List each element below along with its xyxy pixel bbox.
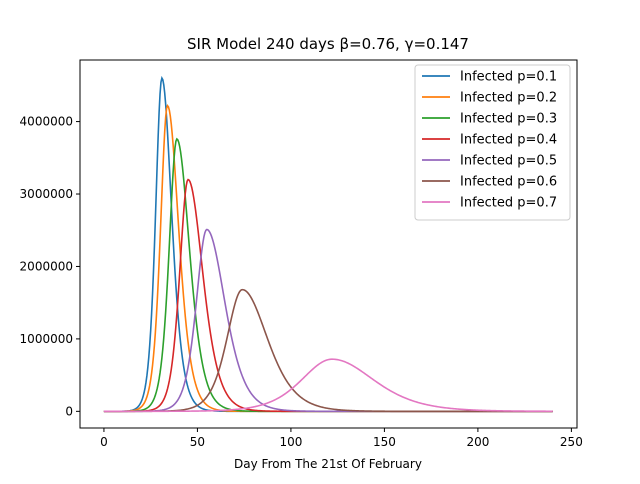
legend-entry: Infected p=0.5: [460, 154, 557, 169]
legend-box: [414, 64, 571, 221]
legend-entry: Infected p=0.3: [460, 112, 557, 127]
x-tick-label: 0: [100, 435, 108, 449]
x-axis: 0 50 100 150 200 250: [100, 428, 583, 449]
y-axis: 0 1000000 2000000 3000000 4000000: [20, 115, 80, 418]
series-line: [103, 358, 553, 413]
x-tick-label: 200: [466, 435, 489, 449]
y-tick-label: 3000000: [20, 187, 73, 201]
legend-entry: Infected p=0.6: [460, 175, 557, 190]
x-tick-label: 50: [190, 435, 205, 449]
plot-frame: [79, 59, 578, 429]
legend-entry: Infected p=0.1: [460, 70, 557, 85]
x-axis-label: Day From The 21st Of February: [234, 457, 422, 471]
y-tick-label: 4000000: [20, 115, 73, 129]
legend-entry: Infected p=0.2: [460, 91, 557, 106]
y-tick-label: 2000000: [20, 259, 73, 273]
x-tick-label: 250: [560, 435, 583, 449]
legend-entry: Infected p=0.7: [460, 196, 557, 211]
y-tick-label: 1000000: [20, 332, 73, 346]
legend: Infected p=0.1 Infected p=0.2 Infected p=0…: [414, 64, 571, 221]
x-tick-label: 150: [373, 435, 396, 449]
series-line: [103, 288, 553, 413]
y-tick-label: 0: [65, 404, 73, 418]
chart-title: SIR Model 240 days β=0.76, γ=0.147: [187, 35, 469, 53]
plot-area: [103, 75, 553, 413]
legend-entry: Infected p=0.4: [460, 133, 557, 148]
x-tick-label: 100: [279, 435, 302, 449]
